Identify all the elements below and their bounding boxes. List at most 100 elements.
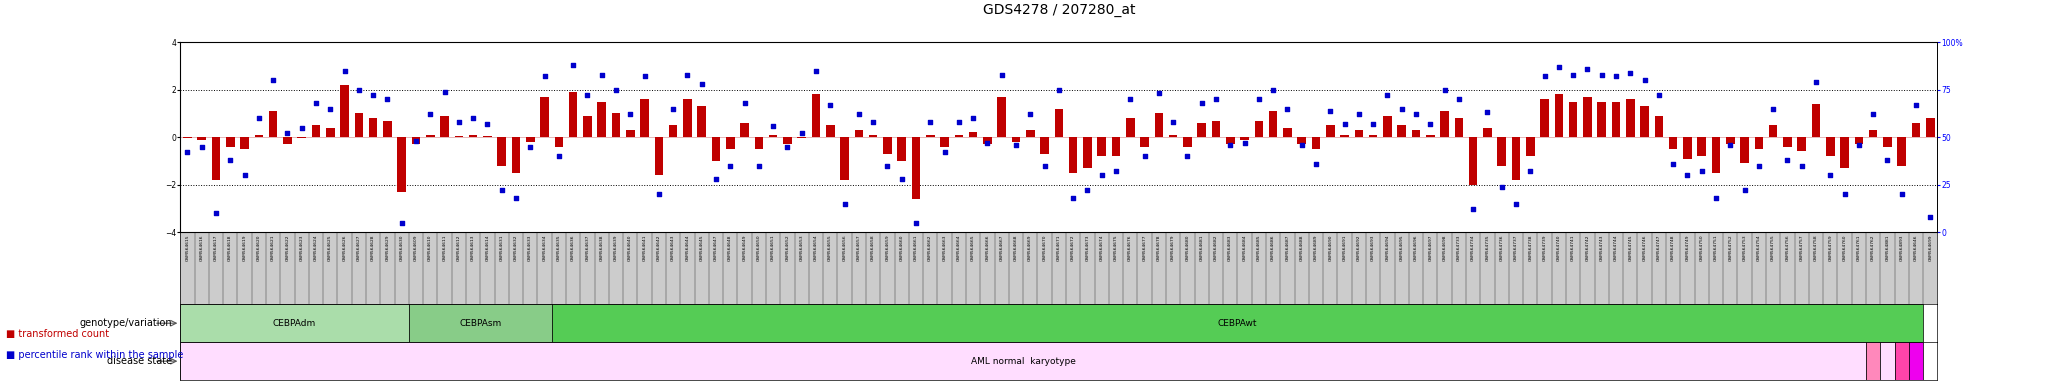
Text: GSM564613: GSM564613 (471, 234, 475, 261)
Bar (240, 137, 248, 149)
Text: GSM564746: GSM564746 (1642, 234, 1647, 261)
Bar (1880, 342, 1894, 380)
Bar (1540, 99, 1548, 137)
Point (1413, 121, 1446, 127)
Point (170, 149, 203, 156)
Text: GSM564630: GSM564630 (399, 234, 403, 261)
Point (784, 130, 817, 136)
Text: GSM564679: GSM564679 (1171, 234, 1176, 261)
Bar (426, 135, 434, 137)
Text: GSM564735: GSM564735 (1485, 234, 1489, 261)
Bar (1055, 109, 1063, 137)
Bar (1382, 116, 1393, 137)
Point (1714, 142, 1747, 148)
Text: GSM564683: GSM564683 (1229, 234, 1233, 261)
Text: GSM564689: GSM564689 (1315, 234, 1319, 261)
Point (1272, 106, 1305, 112)
Bar (1755, 137, 1763, 149)
Text: GSM564635: GSM564635 (557, 234, 561, 261)
Bar (1212, 121, 1221, 137)
Point (942, 119, 975, 125)
Point (1341, 111, 1374, 118)
Point (270, 130, 303, 136)
Bar (1241, 137, 1249, 139)
Text: GSM564758: GSM564758 (1815, 234, 1819, 261)
Text: GSM564687: GSM564687 (1286, 234, 1290, 261)
Point (1470, 109, 1503, 116)
Text: GSM564693: GSM564693 (1370, 234, 1374, 261)
Text: GSM564625: GSM564625 (328, 234, 332, 261)
Text: GSM564760: GSM564760 (1843, 234, 1847, 261)
Text: GSM564756: GSM564756 (1786, 234, 1790, 261)
Text: GSM564614: GSM564614 (485, 234, 489, 261)
Bar (412, 137, 420, 144)
Bar (1454, 118, 1462, 137)
Point (1214, 142, 1247, 148)
Bar (1909, 342, 1923, 380)
Point (1614, 70, 1647, 76)
Point (1186, 100, 1219, 106)
Bar (254, 135, 262, 137)
Text: GSM564658: GSM564658 (870, 234, 874, 261)
Text: GSM564684: GSM564684 (1243, 234, 1247, 261)
Bar (1012, 137, 1020, 142)
Point (1815, 172, 1847, 178)
Text: GSM564634: GSM564634 (543, 234, 547, 261)
Text: GSM564673: GSM564673 (1085, 234, 1090, 261)
Bar (797, 137, 807, 138)
Text: GSM564681: GSM564681 (1200, 234, 1204, 261)
Point (1200, 96, 1233, 102)
Bar (670, 125, 678, 137)
Point (842, 111, 874, 118)
Point (1243, 96, 1276, 102)
Text: GSM564747: GSM564747 (1657, 234, 1661, 261)
Bar (1339, 135, 1350, 137)
Bar (1812, 104, 1821, 137)
Text: GSM564609: GSM564609 (414, 234, 418, 261)
Bar (512, 137, 520, 173)
Text: GSM564893: GSM564893 (1901, 234, 1905, 261)
Text: GSM564671: GSM564671 (1057, 234, 1061, 261)
Point (715, 162, 748, 169)
Point (299, 100, 332, 106)
Text: GSM564649: GSM564649 (743, 234, 748, 261)
Text: GSM564629: GSM564629 (385, 234, 389, 261)
Point (799, 68, 831, 74)
Text: CEBPAwt: CEBPAwt (1219, 319, 1257, 328)
Point (442, 119, 475, 125)
Text: GSM564741: GSM564741 (1571, 234, 1575, 261)
Text: GSM564617: GSM564617 (213, 234, 217, 261)
Point (1628, 77, 1661, 83)
Text: GSM564674: GSM564674 (1100, 234, 1104, 261)
Text: GSM564643: GSM564643 (672, 234, 676, 261)
Point (256, 77, 289, 83)
Text: GSM564734: GSM564734 (1470, 234, 1475, 261)
Point (313, 106, 346, 112)
Point (1886, 191, 1919, 197)
Point (242, 115, 274, 121)
Text: GSM564668: GSM564668 (1014, 234, 1018, 261)
Text: GSM564638: GSM564638 (600, 234, 604, 261)
Point (1528, 73, 1561, 79)
Bar (883, 137, 891, 154)
Point (213, 157, 246, 163)
Bar (1841, 137, 1849, 168)
Bar (1741, 137, 1749, 163)
Point (743, 162, 776, 169)
Bar (840, 137, 848, 180)
Bar (1155, 113, 1163, 137)
Point (827, 200, 860, 207)
Bar (1554, 94, 1563, 137)
Bar (1669, 137, 1677, 149)
Text: GSM564653: GSM564653 (799, 234, 803, 261)
Text: GSM564637: GSM564637 (586, 234, 590, 261)
Text: GSM564749: GSM564749 (1686, 234, 1690, 261)
Text: GSM564633: GSM564633 (528, 234, 532, 261)
Bar (182, 137, 193, 138)
Point (371, 96, 403, 102)
Bar (410, 304, 551, 342)
Point (285, 124, 317, 131)
Bar (1227, 137, 1235, 144)
Bar (983, 137, 991, 144)
Text: ■ percentile rank within the sample: ■ percentile rank within the sample (6, 350, 184, 360)
